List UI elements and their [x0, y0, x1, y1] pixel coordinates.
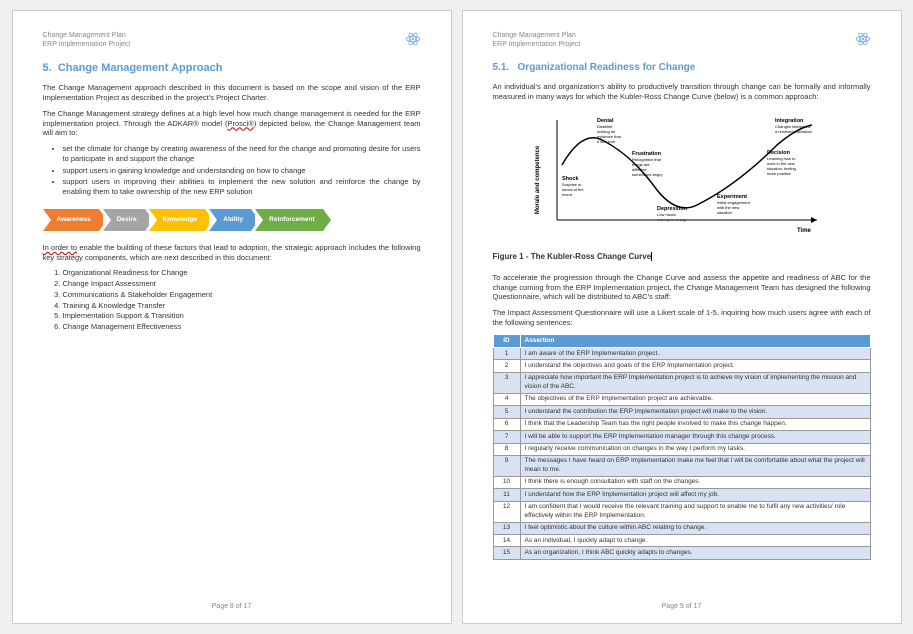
paragraph: An individual's and organization's abili…	[493, 82, 871, 102]
table-cell-assertion: I will be able to support the ERP Implem…	[520, 431, 870, 443]
chevron-ability: Ability	[209, 209, 251, 231]
figure-caption: Figure 1 - The Kubler-Ross Change Curve	[493, 252, 871, 262]
table-cell-assertion: I feel optimistic about the culture with…	[520, 522, 870, 534]
table-cell-id: 9	[493, 455, 520, 476]
page-header: Change Management Plan ERP Implementatio…	[493, 31, 871, 49]
list-item: Change Management Effectiveness	[63, 322, 421, 332]
table-cell-assertion: The messages I have heard on ERP Impleme…	[520, 455, 870, 476]
spellcheck-error: Prosci®	[227, 119, 253, 128]
table-cell-assertion: I appreciate how important the ERP Imple…	[520, 372, 870, 393]
table-header-assertion: Assertion	[520, 334, 870, 347]
paragraph: The Change Management strategy defines a…	[43, 109, 421, 138]
list-item: Implementation Support & Transition	[63, 311, 421, 321]
svg-text:a renewed individual: a renewed individual	[775, 129, 812, 134]
list-item: support users in gaining knowledge and u…	[63, 166, 421, 176]
table-cell-id: 5	[493, 406, 520, 418]
assertion-table: ID Assertion 1I am aware of the ERP Impl…	[493, 334, 871, 560]
list-item: set the climate for change by creating a…	[63, 144, 421, 164]
table-cell-assertion: As an organization, I think ABC quickly …	[520, 547, 870, 559]
table-cell-id: 15	[493, 547, 520, 559]
table-row: 12I am confident that I would receive th…	[493, 501, 870, 522]
adkar-chevrons: Awareness Desire Knowledge Ability Reinf…	[43, 209, 421, 231]
table-cell-id: 7	[493, 431, 520, 443]
table-cell-id: 10	[493, 476, 520, 488]
table-cell-id: 2	[493, 360, 520, 372]
table-row: 2I understand the objectives and goals o…	[493, 360, 870, 372]
table-row: 15As an organization, I think ABC quickl…	[493, 547, 870, 559]
atom-icon	[405, 31, 421, 47]
header-line2: ERP Implementation Project	[43, 40, 131, 49]
table-cell-assertion: I think there is enough consultation wit…	[520, 476, 870, 488]
table-cell-id: 12	[493, 501, 520, 522]
list-item: Communications & Stakeholder Engagement	[63, 290, 421, 300]
table-cell-assertion: I think that the Leadership Team has the…	[520, 418, 870, 430]
table-cell-id: 1	[493, 348, 520, 360]
list-item: Training & Knowledge Transfer	[63, 301, 421, 311]
table-header-id: ID	[493, 334, 520, 347]
chevron-desire: Desire	[103, 209, 145, 231]
table-cell-assertion: I regularly receive communication on cha…	[520, 443, 870, 455]
table-row: 10I think there is enough consultation w…	[493, 476, 870, 488]
table-cell-id: 14	[493, 535, 520, 547]
table-cell-id: 6	[493, 418, 520, 430]
paragraph: The Impact Assessment Questionnaire will…	[493, 308, 871, 328]
subsection-heading: 5.1. Organizational Readiness for Change	[493, 61, 871, 74]
table-cell-assertion: The objectives of the ERP Implementation…	[520, 393, 870, 405]
page-footer: Page 9 of 17	[463, 602, 901, 611]
table-row: 5I understand the contribution the ERP I…	[493, 406, 870, 418]
svg-text:sometimes angry: sometimes angry	[632, 172, 662, 177]
list-item: Organizational Readiness for Change	[63, 268, 421, 278]
paragraph: The Change Management approach described…	[43, 83, 421, 103]
table-row: 6I think that the Leadership Team has th…	[493, 418, 870, 430]
kubler-ross-curve: Morale and competence Time Denial Disbel…	[493, 110, 871, 243]
table-row: 1I am aware of the ERP Implementation pr…	[493, 348, 870, 360]
svg-text:lacking in energy: lacking in energy	[657, 217, 687, 222]
paragraph: To accelerate the progression through th…	[493, 273, 871, 302]
spellcheck-error: In order to	[43, 243, 78, 252]
x-axis-label: Time	[797, 228, 812, 234]
header-line1: Change Management Plan	[493, 31, 581, 40]
bullet-list: set the climate for change by creating a…	[43, 144, 421, 197]
page-header: Change Management Plan ERP Implementatio…	[43, 31, 421, 49]
table-cell-id: 11	[493, 489, 520, 501]
numbered-list: Organizational Readiness for Change Chan…	[43, 268, 421, 332]
page-right: Change Management Plan ERP Implementatio…	[462, 10, 902, 624]
header-line1: Change Management Plan	[43, 31, 131, 40]
paragraph: In order to enable the building of these…	[43, 243, 421, 263]
svg-text:it isn't true: it isn't true	[597, 139, 616, 144]
text-cursor	[651, 252, 652, 261]
svg-text:more positive: more positive	[767, 171, 792, 176]
atom-icon	[855, 31, 871, 47]
header-line2: ERP Implementation Project	[493, 40, 581, 49]
chevron-awareness: Awareness	[43, 209, 99, 231]
table-row: 8I regularly receive communication on ch…	[493, 443, 870, 455]
table-cell-assertion: I understand the contribution the ERP Im…	[520, 406, 870, 418]
svg-text:event: event	[562, 192, 573, 197]
table-cell-id: 13	[493, 522, 520, 534]
list-item: Change Impact Assessment	[63, 279, 421, 289]
table-row: 14As an individual, I quickly adapt to c…	[493, 535, 870, 547]
table-cell-assertion: I am aware of the ERP Implementation pro…	[520, 348, 870, 360]
table-row: 7I will be able to support the ERP Imple…	[493, 431, 870, 443]
table-cell-assertion: As an individual, I quickly adapt to cha…	[520, 535, 870, 547]
svg-text:situation: situation	[717, 210, 732, 215]
list-item: support users in improving their abiliti…	[63, 177, 421, 197]
table-row: 9The messages I have heard on ERP Implem…	[493, 455, 870, 476]
table-row: 3I appreciate how important the ERP Impl…	[493, 372, 870, 393]
table-cell-id: 3	[493, 372, 520, 393]
table-cell-id: 4	[493, 393, 520, 405]
table-row: 11I understand how the ERP Implementatio…	[493, 489, 870, 501]
section-heading: 5. Change Management Approach	[43, 61, 421, 75]
chevron-knowledge: Knowledge	[149, 209, 206, 231]
table-cell-id: 8	[493, 443, 520, 455]
y-axis-label: Morale and competence	[535, 145, 541, 214]
page-left: Change Management Plan ERP Implementatio…	[12, 10, 452, 624]
page-footer: Page 8 of 17	[13, 602, 451, 611]
table-cell-assertion: I understand the objectives and goals of…	[520, 360, 870, 372]
chevron-reinforcement: Reinforcement	[255, 209, 323, 231]
table-row: 13I feel optimistic about the culture wi…	[493, 522, 870, 534]
table-cell-assertion: I understand how the ERP Implementation …	[520, 489, 870, 501]
table-row: 4The objectives of the ERP Implementatio…	[493, 393, 870, 405]
table-cell-assertion: I am confident that I would receive the …	[520, 501, 870, 522]
